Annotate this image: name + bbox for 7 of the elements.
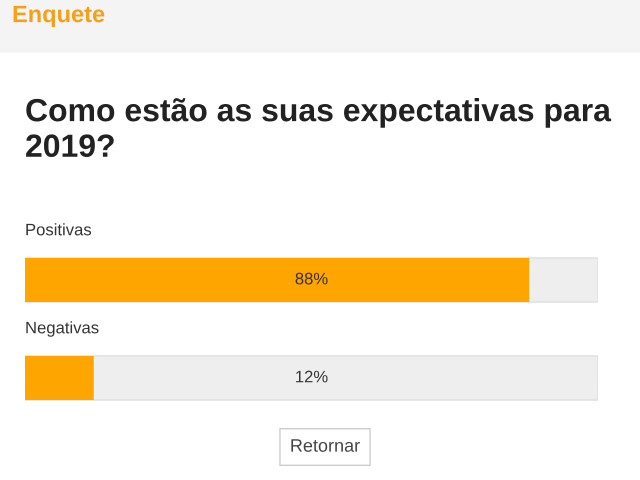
chart-title: Enquete — [14, 6, 104, 28]
y-tick-label: Positivas — [26, 223, 92, 236]
data-label: 88% — [296, 272, 328, 284]
text: Retornar — [291, 439, 360, 452]
chart-subtitle: Como estão as suas expectativas para 2019? — [26, 98, 612, 158]
data-label: 12% — [296, 370, 328, 382]
y-tick-label: Negativas — [26, 321, 99, 337]
